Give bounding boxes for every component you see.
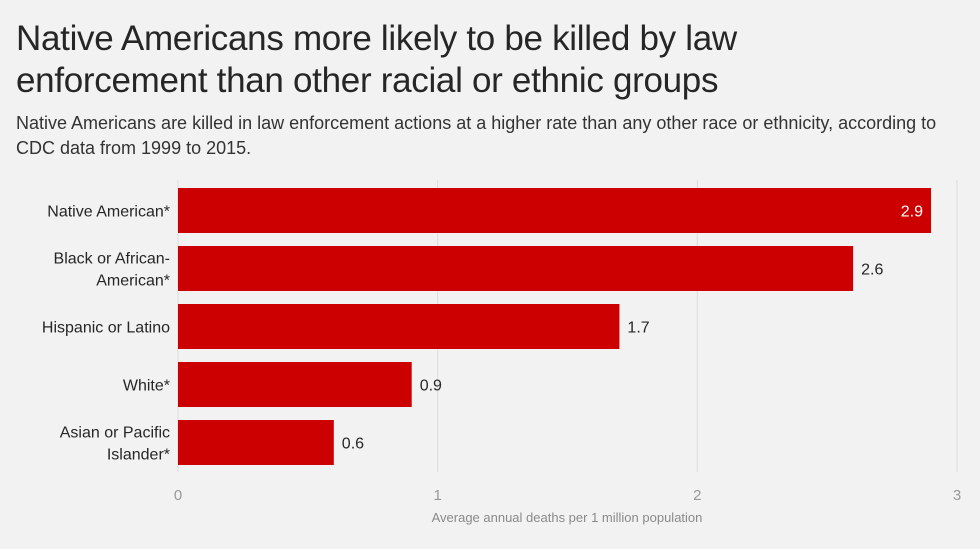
x-tick-label: 0 — [174, 487, 182, 504]
bar — [178, 246, 854, 291]
bar — [178, 420, 334, 465]
x-axis-label: Average annual deaths per 1 million popu… — [432, 510, 703, 525]
category-label: Asian or Pacific Islander* — [60, 425, 170, 464]
bar-value-label: 2.9 — [901, 204, 923, 221]
category-label: White* — [123, 378, 170, 395]
chart-title: Native Americans more likely to be kille… — [16, 19, 737, 100]
bar — [178, 304, 620, 349]
bar — [178, 362, 412, 407]
bar-value-label: 2.6 — [861, 262, 883, 279]
chart-subtitle: Native Americans are killed in law enfor… — [16, 113, 937, 158]
category-label: Native American* — [47, 204, 170, 221]
bar-value-label: 0.6 — [342, 436, 364, 453]
bar-value-label: 0.9 — [420, 378, 442, 395]
x-tick-label: 1 — [433, 487, 441, 504]
bar-value-label: 1.7 — [627, 320, 649, 337]
bar — [178, 188, 932, 233]
x-tick-label: 3 — [953, 487, 961, 504]
x-tick-label: 2 — [693, 487, 701, 504]
category-label: Black or African-American* — [54, 251, 170, 290]
category-label: Hispanic or Latino — [42, 320, 170, 337]
